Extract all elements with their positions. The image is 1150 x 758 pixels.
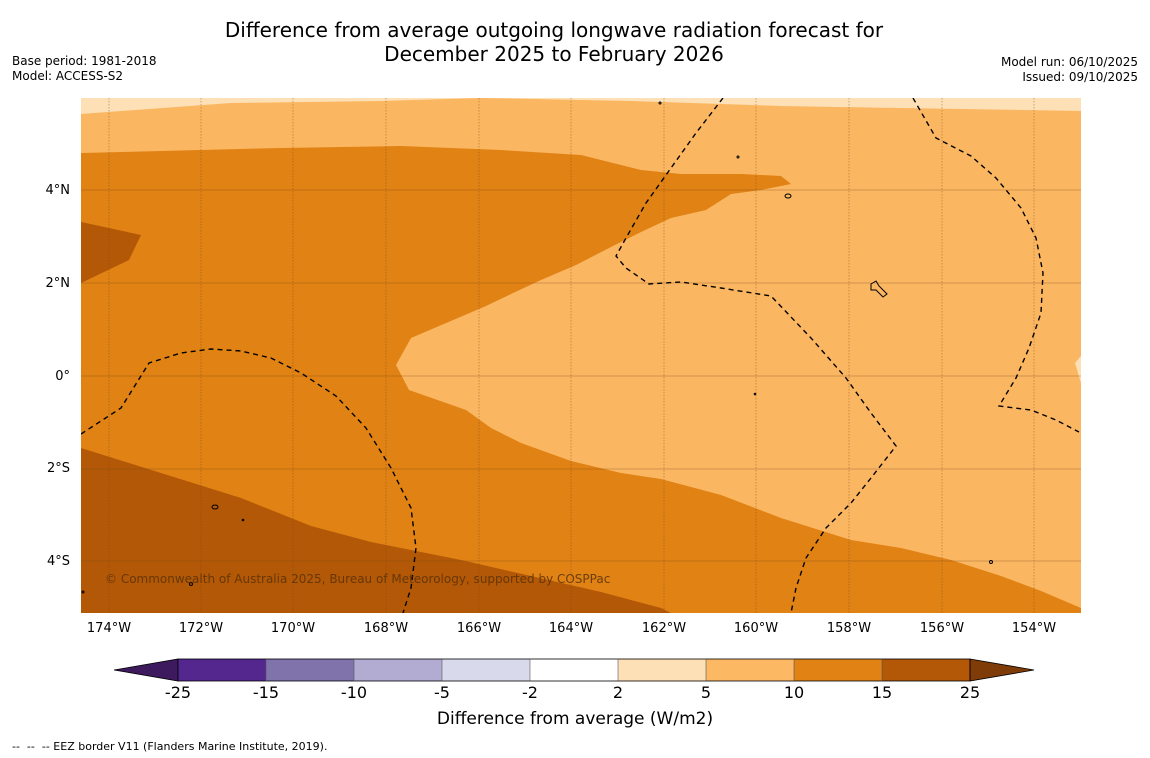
chart-title: Difference from average outgoing longwav… — [150, 18, 958, 66]
base-period: Base period: 1981-2018 — [12, 54, 157, 68]
colorbar-tick-4: -5 — [434, 683, 450, 702]
colorbar-extend-high — [969, 658, 1035, 682]
lon-label-174w: 174°W — [86, 621, 132, 636]
lat-label-0: 0° — [55, 369, 70, 384]
title-line-1: Difference from average outgoing longwav… — [224, 18, 884, 42]
anomaly-map — [81, 98, 1081, 613]
lat-label-4s: 4°S — [46, 554, 70, 569]
island-islet-north — [658, 101, 662, 105]
copyright-notice: © Commonwealth of Australia 2025, Bureau… — [105, 572, 611, 586]
colorbar-tick-7: 5 — [700, 683, 712, 702]
island-starbuck — [784, 193, 792, 199]
eez-borders — [81, 98, 1080, 613]
lon-label-154w: 154°W — [1011, 621, 1057, 636]
colorbar-segment-3 — [354, 659, 442, 681]
island-malden — [870, 280, 888, 298]
map-band-15-25-south — [81, 448, 671, 613]
colorbar-tick-6: 2 — [612, 683, 624, 702]
colorbar-segment-9 — [882, 659, 970, 681]
lon-label-156w: 156°W — [919, 621, 965, 636]
colorbar-segment-5 — [530, 659, 618, 681]
island-islet-south — [189, 582, 193, 586]
map-band-2-5 — [81, 98, 1081, 114]
lon-label-160w: 160°W — [733, 621, 779, 636]
colorbar-tick-3: -10 — [340, 683, 368, 702]
model-name: Model: ACCESS-S2 — [12, 69, 124, 83]
colorbar-tick-8: 10 — [783, 683, 805, 702]
colorbar-extend-low — [113, 658, 179, 682]
colorbar-tick-10: 25 — [959, 683, 981, 702]
lat-label-4n: 4°N — [45, 183, 71, 198]
lon-label-158w: 158°W — [826, 621, 872, 636]
issued-date: Issued: 09/10/2025 — [1022, 70, 1138, 84]
lat-label-2n: 2°N — [45, 276, 71, 291]
colorbar-tick-1: -25 — [164, 683, 192, 702]
colorbar-tick-9: 15 — [871, 683, 893, 702]
map-band-10-15 — [81, 146, 1081, 613]
island-atoll-sw — [211, 504, 219, 510]
colorbar-segment-7 — [706, 659, 794, 681]
colorbar-segment-6 — [618, 659, 706, 681]
lon-label-168w: 168°W — [363, 621, 409, 636]
eez-footnote: -- -- -- EEZ border V11 (Flanders Marine… — [12, 740, 328, 753]
run-info: Model run: 06/10/2025 Issued: 09/10/2025 — [1001, 55, 1138, 85]
island-islet-center — [753, 392, 757, 396]
lon-label-172w: 172°W — [178, 621, 224, 636]
eez-border-east — [912, 98, 1080, 433]
lon-label-162w: 162°W — [641, 621, 687, 636]
colorbar-tick-2: -15 — [252, 683, 280, 702]
colorbar-segment-4 — [442, 659, 530, 681]
lon-label-170w: 170°W — [270, 621, 316, 636]
colorbar-tick-5: -2 — [522, 683, 538, 702]
colorbar-label: Difference from average (W/m2) — [436, 709, 714, 729]
model-run: Model run: 06/10/2025 — [1000, 55, 1138, 69]
map-band-15-25-west — [81, 222, 141, 283]
title-line-2: December 2025 to February 2026 — [384, 42, 724, 66]
islands — [81, 101, 993, 594]
island-islet-sw — [241, 518, 245, 522]
island-islet-w — [81, 590, 85, 594]
colorbar-segment-2 — [266, 659, 354, 681]
graticule — [81, 98, 1081, 613]
colorbar-dividers — [265, 659, 883, 681]
lat-label-2s: 2°S — [46, 461, 70, 476]
island-jarvis — [736, 155, 740, 159]
island-islet-se — [989, 560, 993, 564]
colorbar-segment-1 — [178, 659, 266, 681]
base-info: Base period: 1981-2018 Model: ACCESS-S2 — [12, 54, 157, 84]
colorbar-frame — [177, 658, 971, 682]
eez-border-central — [615, 98, 897, 613]
lon-label-166w: 166°W — [456, 621, 502, 636]
colorbar — [113, 658, 1035, 682]
lon-label-164w: 164°W — [548, 621, 594, 636]
eez-border-west — [81, 348, 417, 613]
colorbar-segment-8 — [794, 659, 882, 681]
